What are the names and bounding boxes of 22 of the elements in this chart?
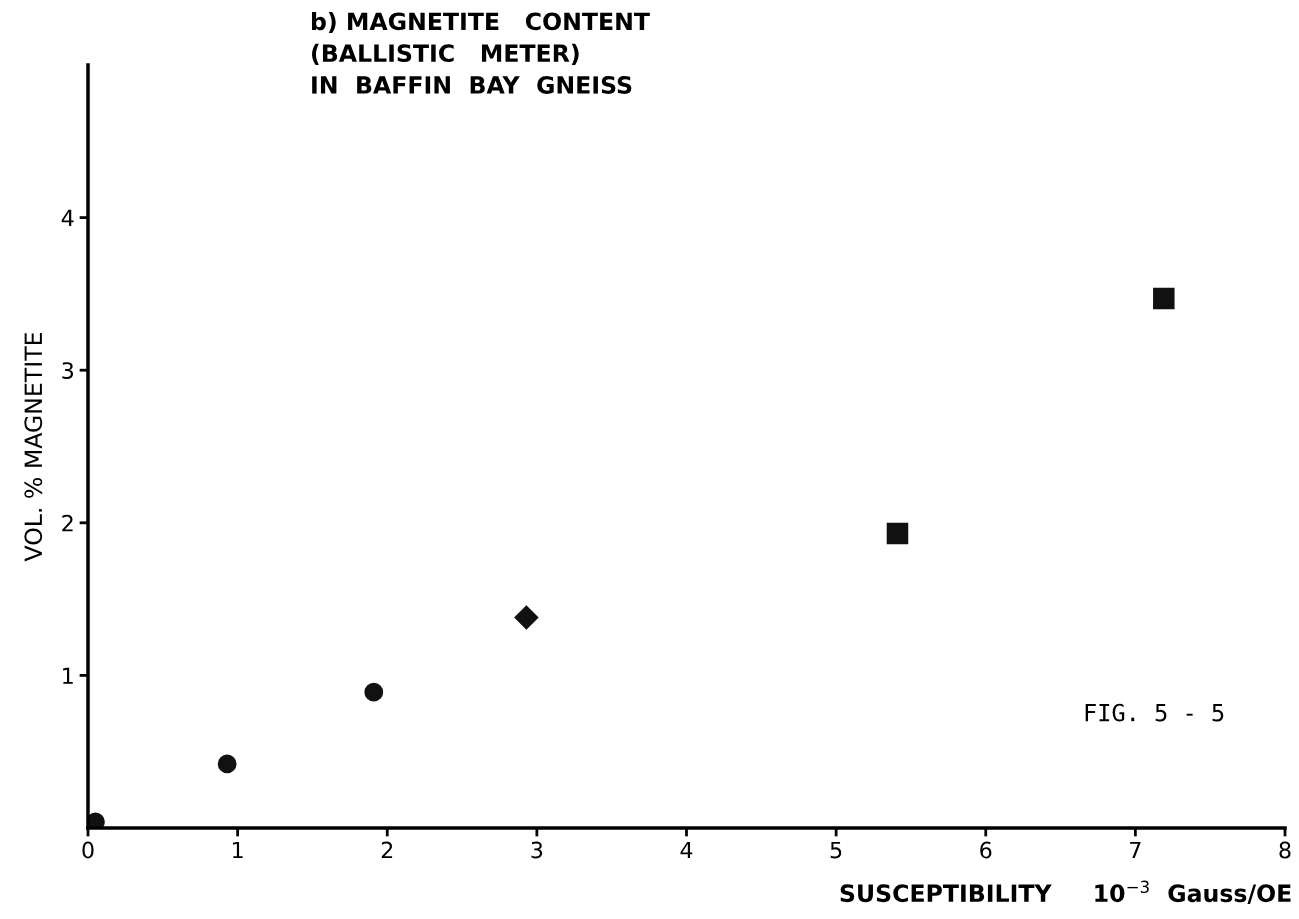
point (217, 754, 237, 774)
y-tick-label: 3 (62, 362, 74, 379)
x-tick-label: 8 (1279, 841, 1291, 859)
x-tick-label: 2 (381, 841, 393, 859)
x-tick-label: 5 (830, 841, 842, 859)
x-tick-label: 6 (980, 841, 992, 859)
x-tick-label: 3 (531, 841, 543, 859)
x-tick-label: 0 (82, 841, 94, 859)
y-tick-label: 2 (62, 514, 73, 532)
point (886, 522, 909, 545)
x-tick-label: 1 (233, 841, 243, 859)
point (364, 682, 384, 702)
y-tick-label: 1 (63, 667, 73, 684)
x-tick-label: 7 (1130, 841, 1141, 859)
point (1153, 287, 1175, 310)
annotation: FIG. 5 - 5 (1085, 703, 1224, 722)
y-axis-title: VOL. % MAGNETITE (24, 332, 43, 562)
x-tick-label: 4 (680, 841, 693, 859)
point (514, 605, 538, 629)
chart-title: b) MAGNETITE CONTENT (BALLISTIC METER) IN BAFFIN BAY GNEISS (311, 12, 650, 94)
x-axis-title: SUSCEPTIBILITY 10$^{−3}$ Gauss/OE (840, 880, 1291, 905)
y-tick-label: 4 (61, 209, 74, 227)
